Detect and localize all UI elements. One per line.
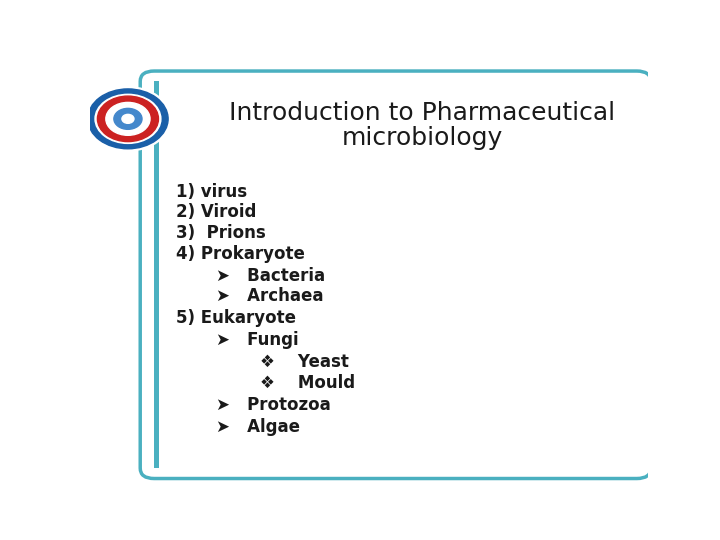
Text: ➤   Algae: ➤ Algae	[215, 417, 300, 436]
Circle shape	[85, 87, 171, 151]
FancyBboxPatch shape	[140, 71, 651, 478]
Text: 2) Viroid: 2) Viroid	[176, 204, 257, 221]
Text: ➤   Fungi: ➤ Fungi	[215, 331, 298, 349]
Text: ➤   Archaea: ➤ Archaea	[215, 287, 323, 306]
Circle shape	[114, 109, 142, 130]
Bar	[154, 82, 158, 468]
Text: 1) virus: 1) virus	[176, 183, 248, 201]
Circle shape	[88, 89, 168, 149]
Text: ❖    Mould: ❖ Mould	[260, 374, 355, 391]
Text: microbiology: microbiology	[341, 126, 503, 150]
Text: ➤   Bacteria: ➤ Bacteria	[215, 267, 325, 285]
Circle shape	[122, 114, 134, 123]
Text: Introduction to Pharmaceutical: Introduction to Pharmaceutical	[229, 100, 615, 125]
Text: 5) Eukaryote: 5) Eukaryote	[176, 309, 297, 327]
Circle shape	[97, 96, 158, 141]
Text: ❖    Yeast: ❖ Yeast	[260, 353, 349, 370]
Text: 4) Prokaryote: 4) Prokaryote	[176, 245, 305, 263]
Text: 3)  Prions: 3) Prions	[176, 224, 266, 242]
Circle shape	[95, 94, 161, 144]
Circle shape	[106, 103, 150, 136]
Text: ➤   Protozoa: ➤ Protozoa	[215, 396, 330, 414]
